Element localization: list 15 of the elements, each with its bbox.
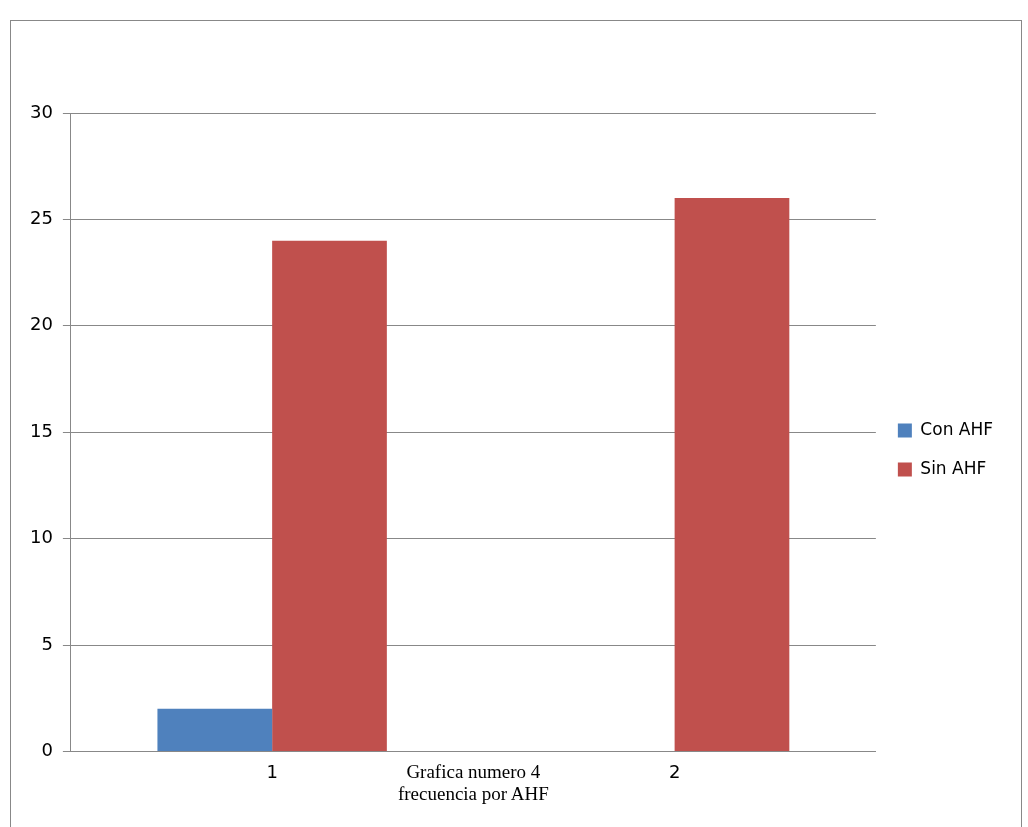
bar <box>157 708 273 751</box>
legend-label: Sin AHF <box>920 457 987 478</box>
y-tick-label: 15 <box>30 419 53 441</box>
x-tick-label: 2 <box>668 760 681 782</box>
bar <box>272 240 387 751</box>
y-tick-label: 10 <box>30 526 53 548</box>
x-tick-label: 1 <box>266 760 278 782</box>
y-tick-label: 20 <box>30 313 53 335</box>
y-tick-label: 0 <box>41 739 53 761</box>
legend-label: Con AHF <box>920 418 993 439</box>
y-tick-label: 30 <box>30 100 53 122</box>
bar <box>674 198 790 751</box>
y-tick-label: 5 <box>41 632 53 654</box>
x-axis-title: Grafica numero 4 frecuencia por AHF <box>396 761 550 806</box>
y-tick-label: 25 <box>30 207 53 229</box>
